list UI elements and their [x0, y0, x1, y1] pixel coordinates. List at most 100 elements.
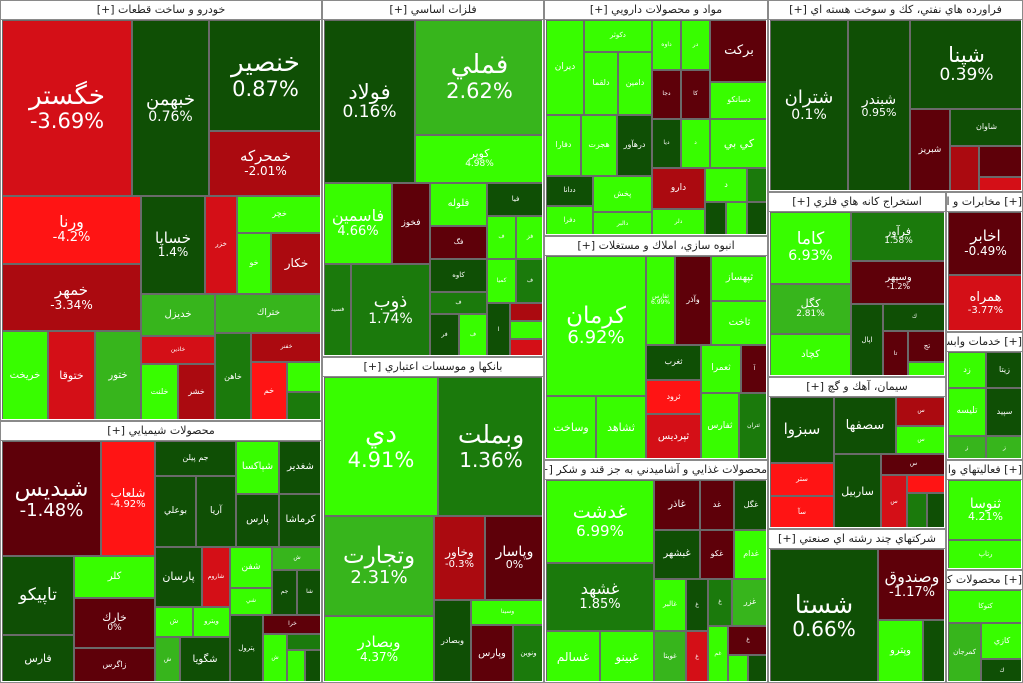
stock-tile[interactable]: غ — [708, 579, 732, 626]
stock-tile[interactable]: شي — [230, 588, 272, 615]
stock-tile[interactable]: ثپهساز — [711, 256, 766, 301]
stock-tile[interactable]: سصفها — [834, 397, 896, 454]
stock-tile[interactable] — [748, 655, 766, 681]
stock-tile[interactable]: ش — [263, 634, 287, 681]
stock-tile[interactable]: فاسمين 4.66% — [324, 183, 392, 264]
stock-tile[interactable]: دجا — [652, 70, 681, 119]
stock-tile[interactable]: وبصادر — [434, 600, 471, 681]
stock-tile[interactable]: كرماشا — [279, 494, 320, 547]
stock-tile[interactable]: ثفارس — [701, 393, 739, 458]
stock-tile[interactable]: دكوثر — [584, 20, 652, 52]
stock-tile[interactable]: سپيد — [986, 388, 1021, 436]
stock-tile[interactable] — [726, 202, 747, 234]
stock-tile[interactable]: خفنر — [251, 333, 320, 362]
stock-tile[interactable]: جم پيلن — [155, 441, 236, 476]
stock-tile[interactable]: شبريز — [910, 109, 950, 190]
stock-tile[interactable]: خساپا 1.4% — [141, 196, 205, 294]
stock-tile[interactable]: كاوه — [430, 259, 487, 292]
stock-tile[interactable]: وساخت — [546, 396, 596, 458]
stock-tile[interactable]: ثپرديس — [646, 414, 701, 458]
stock-tile[interactable]: غسالم — [546, 631, 600, 681]
stock-tile[interactable] — [979, 146, 1021, 177]
stock-tile[interactable]: ش — [155, 637, 180, 681]
stock-tile[interactable]: داوه — [652, 20, 681, 70]
stock-tile[interactable]: شتران 0.1% — [770, 20, 848, 190]
stock-tile[interactable]: شگويا — [180, 637, 230, 681]
stock-tile[interactable]: غالبر — [654, 579, 686, 631]
stock-tile[interactable]: وسپهر -1.2% — [851, 261, 944, 304]
stock-tile[interactable]: آ — [741, 345, 766, 393]
stock-tile[interactable]: كوير 4.98% — [415, 135, 542, 183]
stock-tile[interactable]: جم — [272, 570, 297, 615]
stock-tile[interactable]: ش — [155, 607, 193, 637]
stock-tile[interactable]: خنصير 0.87% — [209, 20, 320, 131]
stock-tile[interactable] — [510, 303, 542, 321]
stock-tile[interactable]: دالبر — [593, 212, 652, 234]
stock-tile[interactable]: كتوكا — [948, 590, 1021, 623]
sector-header[interactable]: سيمان، آهك و گچ [+] — [769, 378, 945, 397]
stock-tile[interactable]: كازي — [981, 623, 1021, 659]
stock-tile[interactable] — [305, 650, 320, 681]
sector-header[interactable]: [+] فعاليتهاي واب — [947, 461, 1022, 480]
stock-tile[interactable]: كي بي — [710, 119, 766, 168]
stock-tile[interactable]: وتجارت 2.31% — [324, 516, 434, 616]
stock-tile[interactable]: فخوز — [392, 183, 430, 264]
stock-tile[interactable]: خچر — [237, 196, 320, 233]
stock-tile[interactable]: فارس — [2, 635, 74, 681]
stock-tile[interactable]: ختراك — [215, 294, 320, 333]
stock-tile[interactable]: شبديس -1.48% — [2, 441, 101, 556]
stock-tile[interactable]: وصندوق -1.17% — [878, 549, 944, 620]
stock-tile[interactable]: ثاخت — [711, 301, 766, 345]
stock-tile[interactable]: شاوان — [950, 109, 1021, 146]
stock-tile[interactable] — [927, 493, 944, 527]
stock-tile[interactable] — [287, 634, 320, 650]
stock-tile[interactable]: ز — [986, 436, 1021, 458]
stock-tile[interactable]: كاما 6.93% — [770, 212, 851, 284]
stock-tile[interactable]: خارك 0% — [74, 598, 155, 648]
stock-tile[interactable]: فسيد — [324, 264, 351, 355]
stock-tile[interactable]: پترول — [230, 615, 263, 681]
stock-tile[interactable]: دسانكو — [710, 82, 766, 119]
stock-tile[interactable]: ثفارس 6.99% — [646, 256, 675, 345]
stock-tile[interactable]: فرآور 1.58% — [851, 212, 944, 261]
stock-tile[interactable]: س — [881, 454, 944, 475]
stock-tile[interactable] — [287, 650, 305, 681]
stock-tile[interactable]: غزر — [732, 579, 766, 626]
stock-tile[interactable]: ددانا — [546, 176, 593, 206]
stock-tile[interactable] — [728, 655, 748, 681]
stock-tile[interactable]: فلوله — [430, 183, 487, 226]
stock-tile[interactable]: ساربيل — [834, 454, 881, 527]
stock-tile[interactable]: خكار — [271, 233, 320, 294]
stock-tile[interactable]: وآذر — [675, 256, 711, 345]
stock-tile[interactable]: ويترو — [193, 607, 230, 637]
sector-header[interactable]: خودرو و ساخت قطعات [+] — [1, 1, 321, 20]
stock-tile[interactable]: س — [896, 397, 944, 426]
stock-tile[interactable]: ف — [516, 259, 542, 303]
stock-tile[interactable]: خاهن — [215, 333, 251, 419]
stock-tile[interactable]: همراه -3.77% — [948, 275, 1021, 330]
stock-tile[interactable]: بركت — [710, 20, 766, 82]
stock-tile[interactable]: كلر — [74, 556, 155, 598]
stock-tile[interactable]: خمحركه -2.01% — [209, 131, 320, 196]
stock-tile[interactable]: س — [896, 426, 944, 454]
sector-header[interactable]: بانكها و موسسات اعتباري [+] — [323, 358, 543, 377]
stock-tile[interactable] — [747, 202, 766, 234]
stock-tile[interactable]: وبصادر 4.37% — [324, 616, 434, 681]
stock-tile[interactable]: دامين — [618, 52, 652, 115]
stock-tile[interactable]: خمهر -3.34% — [2, 264, 141, 331]
stock-tile[interactable]: غدشت 6.99% — [546, 480, 654, 563]
sector-header[interactable]: [+] محصولات كاني غ — [947, 571, 1022, 590]
stock-tile[interactable]: ثعمرا — [701, 345, 741, 393]
sector-header[interactable]: استخراج كانه هاي فلزي [+] — [769, 193, 945, 212]
stock-tile[interactable] — [705, 202, 726, 234]
stock-tile[interactable]: ذوب 1.74% — [351, 264, 430, 355]
stock-tile[interactable]: تليسه — [948, 388, 986, 436]
stock-tile[interactable] — [747, 168, 766, 202]
stock-tile[interactable] — [950, 146, 979, 190]
stock-tile[interactable]: ف — [459, 314, 487, 355]
stock-tile[interactable]: ش — [272, 547, 320, 570]
stock-tile[interactable]: ك — [981, 659, 1021, 681]
stock-tile[interactable]: خريخت — [2, 331, 48, 419]
stock-tile[interactable] — [510, 339, 542, 355]
stock-tile[interactable]: شپاكسا — [236, 441, 279, 494]
